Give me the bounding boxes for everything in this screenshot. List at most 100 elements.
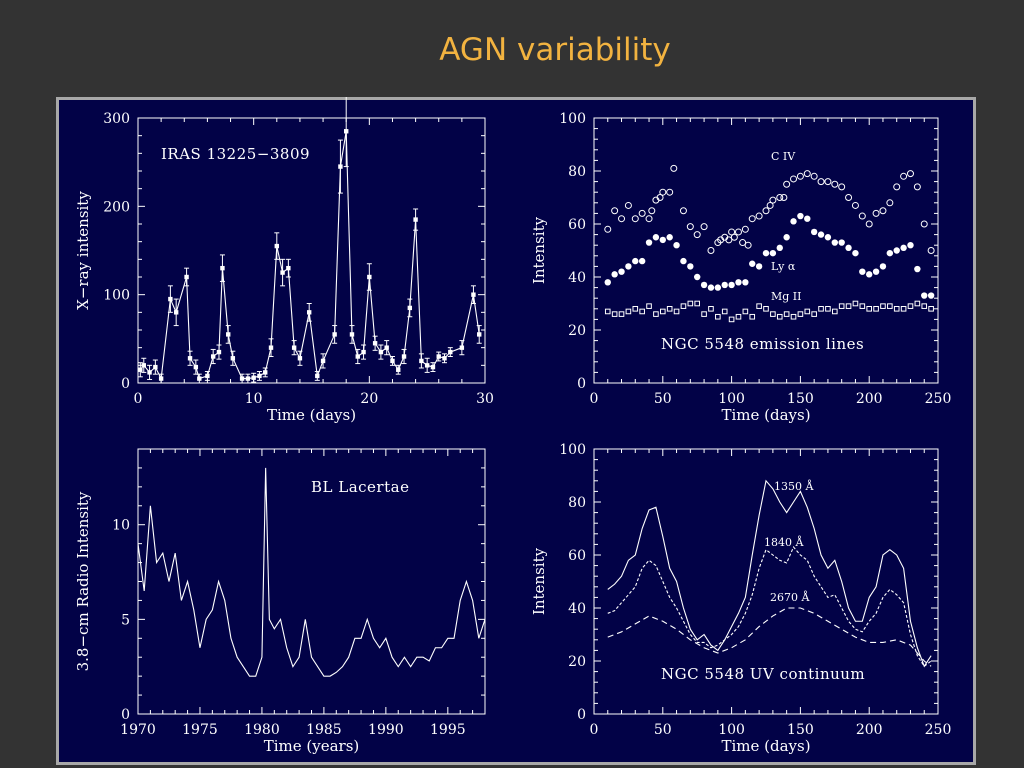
y-tick-label: 0 (577, 376, 586, 392)
data-point (866, 271, 873, 278)
data-point (141, 363, 146, 368)
data-point (721, 308, 728, 315)
data-point (187, 356, 193, 361)
data-point (645, 239, 653, 246)
y-tick-label: 0 (577, 707, 586, 723)
data-point (618, 268, 625, 275)
series-1350-: 1350 Å (607, 479, 932, 668)
data-point (811, 311, 817, 317)
data-point (707, 284, 715, 291)
data-point (900, 244, 907, 252)
y-tick-label: 80 (568, 164, 586, 180)
data-point (824, 234, 832, 241)
y-tick-label: 5 (121, 612, 130, 628)
data-point (914, 265, 921, 273)
x-tick-label: 150 (787, 722, 814, 738)
data-point (604, 279, 611, 286)
data-point (659, 236, 666, 244)
data-point (762, 207, 770, 215)
x-tick-label: 1980 (244, 722, 280, 738)
x-tick-label: 50 (654, 391, 672, 407)
data-point (624, 201, 632, 209)
data-point (355, 354, 360, 359)
y-tick-label: 0 (121, 376, 130, 392)
data-point (783, 234, 790, 241)
data-point (906, 170, 914, 178)
data-point (749, 260, 756, 267)
data-point (611, 311, 618, 317)
y-tick-label: 60 (568, 548, 586, 564)
y-tick-label: 100 (559, 111, 586, 127)
data-point (810, 172, 818, 180)
data-point (459, 345, 465, 350)
y-tick-label: 10 (112, 518, 130, 534)
data-point (838, 183, 846, 191)
series-1840-: 1840 Å (607, 535, 932, 668)
data-point (338, 164, 343, 169)
slide-title: AGN variability (439, 32, 671, 68)
data-point (748, 215, 756, 223)
y-tick-label: 100 (559, 442, 586, 458)
data-point (755, 212, 763, 220)
data-point (384, 345, 389, 350)
series-mg-ii: Mg II (604, 290, 934, 323)
data-point (648, 207, 656, 215)
data-point (893, 306, 900, 312)
data-point (477, 332, 482, 337)
plot-frame (593, 117, 939, 384)
series-2670-: 2670 Å (607, 590, 932, 667)
data-point (280, 270, 285, 275)
data-point (797, 311, 804, 317)
series-label: Mg II (771, 290, 802, 303)
data-point (153, 364, 158, 370)
data-point (138, 367, 143, 372)
x-tick-label: 250 (925, 391, 952, 407)
data-point (762, 249, 770, 257)
data-point (378, 349, 384, 355)
data-point (700, 223, 708, 231)
data-point (297, 356, 303, 361)
x-tick-label: 200 (856, 391, 883, 407)
data-point (880, 303, 886, 309)
data-point (226, 332, 231, 337)
data-point (872, 268, 880, 275)
data-point (471, 292, 476, 297)
data-point (286, 265, 291, 271)
data-point (344, 129, 349, 134)
data-point (390, 358, 395, 364)
data-point (401, 354, 407, 359)
data-point (715, 313, 721, 320)
x-tick-label: 150 (787, 391, 814, 407)
series-label: 1350 Å (774, 479, 814, 493)
data-point (755, 263, 763, 270)
x-tick-label: 1995 (430, 722, 466, 738)
data-point (790, 313, 797, 320)
data-point (680, 257, 687, 265)
x-tick-label: 1990 (368, 722, 404, 738)
data-point (734, 228, 742, 236)
data-point (741, 225, 749, 233)
data-point (396, 367, 401, 372)
data-point (205, 373, 210, 379)
plot-annotation: NGC 5548 UV continuum (661, 665, 865, 683)
data-point (769, 196, 777, 204)
data-point (257, 373, 262, 379)
y-axis-label: 3.8−cm Radio Intensity (74, 491, 92, 671)
data-point (927, 292, 935, 299)
plot-annotation: NGC 5548 emission lines (661, 335, 864, 353)
data-point (220, 265, 225, 271)
data-point (632, 306, 639, 312)
data-point (838, 239, 845, 246)
data-point (442, 356, 447, 361)
data-point (638, 257, 646, 265)
data-point (804, 308, 811, 315)
data-point (274, 243, 279, 249)
series-1 (137, 97, 482, 384)
data-point (817, 231, 825, 238)
series-line (607, 607, 932, 667)
data-point (632, 257, 639, 265)
y-tick-label: 60 (568, 217, 586, 233)
data-point (728, 228, 736, 236)
